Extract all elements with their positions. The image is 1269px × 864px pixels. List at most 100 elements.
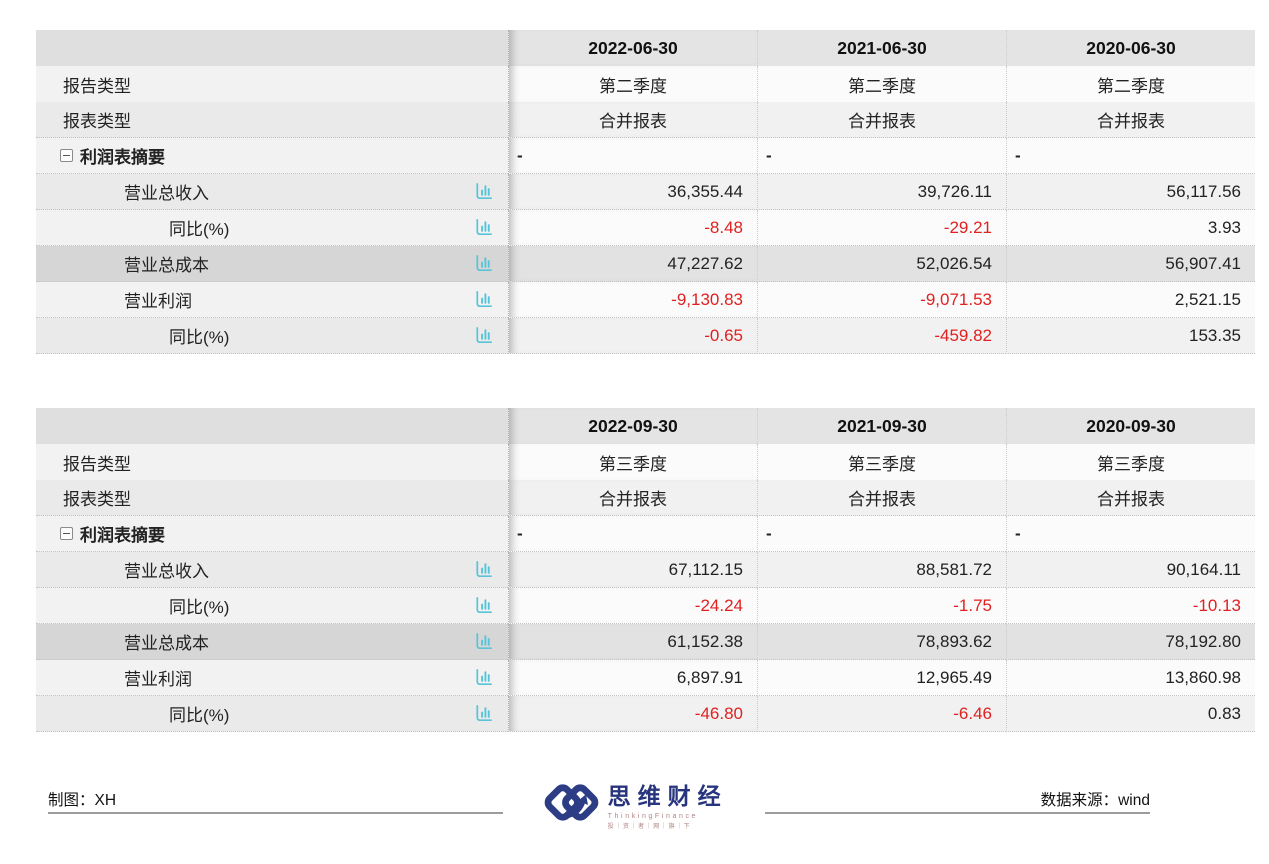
table-header-row: 2022-09-30 2021-09-30 2020-09-30 bbox=[36, 408, 1255, 444]
date-label: 2020-06-30 bbox=[1086, 37, 1176, 58]
cell-value: -29.21 bbox=[943, 217, 992, 237]
date-label: 2020-09-30 bbox=[1086, 415, 1176, 436]
bar-chart-icon[interactable] bbox=[473, 253, 494, 274]
cell-value: 合并报表 bbox=[1097, 112, 1165, 131]
cell-value: 第二季度 bbox=[1097, 76, 1165, 96]
cell-value: 61,152.38 bbox=[667, 631, 743, 651]
table-row-total-cost: 营业总成本 61,152.38 78,893.62 78,192.80 bbox=[36, 624, 1255, 660]
column-header-date: 2021-06-30 bbox=[757, 30, 1006, 66]
footer: 制图：XH 思维财经 ThinkingFinance 投｜资｜者｜网｜旗｜下 数… bbox=[48, 772, 1150, 834]
row-label: 报告类型 bbox=[63, 76, 131, 96]
date-label: 2022-09-30 bbox=[588, 415, 678, 436]
bar-chart-icon[interactable] bbox=[473, 559, 494, 580]
bar-chart-icon[interactable] bbox=[473, 595, 494, 616]
brand-latin-name: ThinkingFinance bbox=[607, 812, 699, 820]
collapse-minus-icon[interactable] bbox=[60, 527, 73, 540]
cell-value: 88,581.72 bbox=[916, 559, 992, 579]
cell-value: - bbox=[1015, 523, 1021, 543]
cell-value: 153.35 bbox=[1189, 325, 1241, 345]
cell-value: - bbox=[766, 523, 772, 543]
cell-value: -0.65 bbox=[704, 325, 743, 345]
bar-chart-icon[interactable] bbox=[473, 217, 494, 238]
table-row-total-revenue: 营业总收入 36,355.44 39,726.11 56,117.56 bbox=[36, 174, 1255, 210]
row-label: 同比(%) bbox=[169, 598, 230, 617]
income-statement-table-q2: 2022-06-30 2021-06-30 2020-06-30 报告类型 第二… bbox=[36, 30, 1255, 354]
row-label: 同比(%) bbox=[169, 706, 230, 725]
cell-value: 39,726.11 bbox=[917, 181, 992, 201]
cell-value: 13,860.98 bbox=[1165, 667, 1241, 687]
cell-value: -24.24 bbox=[694, 595, 743, 615]
table-row-yoy-revenue: 同比(%) -8.48 -29.21 3.93 bbox=[36, 210, 1255, 246]
table-row-total-revenue: 营业总收入 67,112.15 88,581.72 90,164.11 bbox=[36, 552, 1255, 588]
row-label: 营业总成本 bbox=[124, 634, 209, 653]
table-row-operating-profit: 营业利润 -9,130.83 -9,071.53 2,521.15 bbox=[36, 282, 1255, 318]
cell-value: 合并报表 bbox=[848, 490, 916, 509]
cell-value: 合并报表 bbox=[848, 112, 916, 131]
cell-value: 12,965.49 bbox=[916, 667, 992, 687]
cell-value: 合并报表 bbox=[599, 112, 667, 131]
row-label: 营业总成本 bbox=[124, 256, 209, 275]
cell-value: -6.46 bbox=[953, 703, 992, 723]
table-row-section-income-summary: 利润表摘要 - - - bbox=[36, 138, 1255, 174]
row-label: 报告类型 bbox=[63, 454, 131, 474]
row-label: 营业利润 bbox=[124, 292, 192, 311]
row-label: 报表类型 bbox=[63, 490, 131, 509]
table-row-report-type: 报告类型 第二季度 第二季度 第二季度 bbox=[36, 66, 1255, 102]
table-row-report-type: 报告类型 第三季度 第三季度 第三季度 bbox=[36, 444, 1255, 480]
row-label: 报表类型 bbox=[63, 112, 131, 131]
cell-value: 56,117.56 bbox=[1166, 181, 1241, 201]
bar-chart-icon[interactable] bbox=[473, 325, 494, 346]
cell-value: 0.83 bbox=[1207, 703, 1241, 723]
brand-logo: 思维财经 ThinkingFinance 投｜资｜者｜网｜旗｜下 bbox=[503, 772, 765, 834]
column-header-date: 2021-09-30 bbox=[757, 408, 1006, 444]
column-header-date: 2022-09-30 bbox=[508, 408, 757, 444]
section-label: 利润表摘要 bbox=[80, 148, 165, 167]
cell-value: 6,897.91 bbox=[676, 667, 743, 687]
table-row-section-income-summary: 利润表摘要 - - - bbox=[36, 516, 1255, 552]
cell-value: - bbox=[1015, 145, 1021, 165]
table-row-statement-type: 报表类型 合并报表 合并报表 合并报表 bbox=[36, 102, 1255, 138]
row-label: 同比(%) bbox=[169, 220, 230, 239]
table-row-statement-type: 报表类型 合并报表 合并报表 合并报表 bbox=[36, 480, 1255, 516]
cell-value: -1.75 bbox=[953, 595, 992, 615]
header-empty-cell bbox=[36, 30, 508, 66]
row-label: 营业总收入 bbox=[124, 562, 209, 581]
cell-value: 第三季度 bbox=[599, 454, 667, 474]
cell-value: -10.13 bbox=[1192, 595, 1241, 615]
table-row-yoy-profit: 同比(%) -46.80 -6.46 0.83 bbox=[36, 696, 1255, 732]
row-label: 营业总收入 bbox=[124, 184, 209, 203]
brand-name: 思维财经 bbox=[607, 782, 728, 809]
thinking-finance-logo-icon bbox=[544, 784, 598, 821]
cell-value: 78,192.80 bbox=[1165, 631, 1241, 651]
cell-value: 第三季度 bbox=[1097, 454, 1165, 474]
bar-chart-icon[interactable] bbox=[473, 289, 494, 310]
column-header-date: 2020-09-30 bbox=[1006, 408, 1255, 444]
bar-chart-icon[interactable] bbox=[473, 667, 494, 688]
collapse-minus-icon[interactable] bbox=[60, 149, 73, 162]
bar-chart-icon[interactable] bbox=[473, 181, 494, 202]
cell-value: - bbox=[517, 145, 523, 165]
date-label: 2022-06-30 bbox=[588, 37, 678, 58]
cell-value: 36,355.44 bbox=[667, 181, 743, 201]
table-header-row: 2022-06-30 2021-06-30 2020-06-30 bbox=[36, 30, 1255, 66]
cell-value: 56,907.41 bbox=[1165, 253, 1241, 273]
cell-value: -9,130.83 bbox=[671, 289, 743, 309]
cell-value: -9,071.53 bbox=[920, 289, 992, 309]
cell-value: -46.80 bbox=[694, 703, 743, 723]
section-label: 利润表摘要 bbox=[80, 526, 165, 545]
cell-value: 78,893.62 bbox=[916, 631, 992, 651]
cell-value: - bbox=[766, 145, 772, 165]
column-header-date: 2020-06-30 bbox=[1006, 30, 1255, 66]
bar-chart-icon[interactable] bbox=[473, 631, 494, 652]
income-statement-table-q3: 2022-09-30 2021-09-30 2020-09-30 报告类型 第三… bbox=[36, 408, 1255, 732]
cell-value: 3.93 bbox=[1207, 217, 1241, 237]
bar-chart-icon[interactable] bbox=[473, 703, 494, 724]
cell-value: 47,227.62 bbox=[667, 253, 743, 273]
column-header-date: 2022-06-30 bbox=[508, 30, 757, 66]
table-row-yoy-revenue: 同比(%) -24.24 -1.75 -10.13 bbox=[36, 588, 1255, 624]
cell-value: 第二季度 bbox=[848, 76, 916, 96]
cell-value: 67,112.15 bbox=[668, 559, 743, 579]
data-source-text: 数据来源：wind bbox=[764, 788, 1150, 814]
date-label: 2021-09-30 bbox=[837, 415, 927, 436]
header-empty-cell bbox=[36, 408, 508, 444]
